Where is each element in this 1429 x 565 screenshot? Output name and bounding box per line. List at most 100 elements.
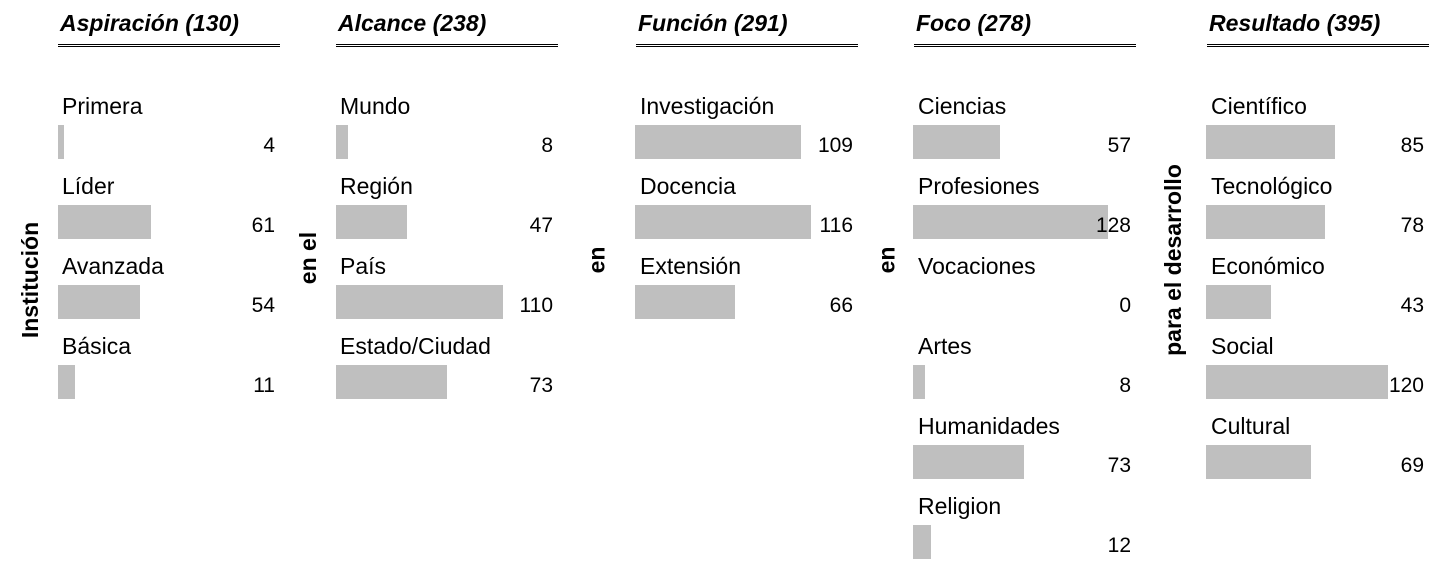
bar [1206, 365, 1389, 399]
connector-label: en [872, 246, 899, 274]
category-label: Estado/Ciudad [340, 333, 491, 359]
connector-label: en el [295, 231, 322, 285]
bar [58, 285, 141, 319]
group-title: Aspiración (130) [58, 8, 280, 47]
value-label: 73 [529, 374, 553, 397]
category-label: Docencia [640, 173, 736, 199]
bar-row: Ciencias 57 [913, 93, 1134, 165]
category-label: Primera [62, 93, 143, 119]
bar-row: Económico 43 [1206, 253, 1427, 325]
value-label: 85 [1400, 134, 1424, 157]
bar-group: Foco (278) Ciencias 57 Profesiones 128 Vocaci… [913, 0, 1136, 565]
group-title: Resultado (395) [1207, 8, 1429, 47]
category-label: Líder [62, 173, 115, 199]
bar [635, 205, 812, 239]
bar-group: Resultado (395) Científico 85 Tecnológico 78… [1206, 0, 1429, 563]
category-label: Vocaciones [918, 253, 1036, 279]
value-label: 110 [519, 294, 553, 317]
value-label: 109 [817, 134, 853, 157]
bar-row: Extensión 66 [635, 253, 856, 325]
bar-row: Artes 8 [913, 333, 1134, 405]
bar [336, 285, 504, 319]
bar-row: Humanidades 73 [913, 413, 1134, 485]
value-label: 43 [1400, 294, 1424, 317]
group-title: Función (291) [636, 8, 858, 47]
bar [58, 365, 75, 399]
bar-row: Estado/Ciudad 73 [336, 333, 556, 405]
value-label: 0 [1119, 294, 1131, 317]
bar-row: Científico 85 [1206, 93, 1427, 165]
bar [635, 285, 736, 319]
value-label: 69 [1400, 454, 1424, 477]
category-label: Investigación [640, 93, 775, 119]
bar-row: Región 47 [336, 173, 556, 245]
category-label: Religion [918, 493, 1002, 519]
bar-row: Religion 12 [913, 493, 1134, 565]
value-label: 4 [263, 134, 275, 157]
bar-row: Tecnológico 78 [1206, 173, 1427, 245]
bar [913, 525, 932, 559]
bar [913, 125, 1000, 159]
category-label: Cultural [1211, 413, 1291, 439]
value-label: 73 [1107, 454, 1131, 477]
value-label: 128 [1095, 214, 1131, 237]
category-label: Mundo [340, 93, 411, 119]
bar [635, 125, 801, 159]
bar [58, 125, 65, 159]
category-label: Humanidades [918, 413, 1060, 439]
bar-row: Profesiones 128 [913, 173, 1134, 245]
group-title: Foco (278) [914, 8, 1136, 47]
bar-row: Avanzada 54 [58, 253, 278, 325]
bar [1206, 125, 1336, 159]
value-label: 78 [1400, 214, 1424, 237]
value-label: 61 [251, 214, 275, 237]
bar-row: Básica 11 [58, 333, 278, 405]
category-label: Social [1211, 333, 1274, 359]
bar-row: Primera 4 [58, 93, 278, 165]
group-title: Alcance (238) [336, 8, 558, 47]
category-label: Ciencias [918, 93, 1007, 119]
bar [1206, 205, 1325, 239]
value-label: 12 [1107, 534, 1131, 557]
bar-row: Investigación 109 [635, 93, 856, 165]
bar [913, 365, 926, 399]
value-label: 120 [1388, 374, 1424, 397]
category-label: Tecnológico [1211, 173, 1333, 199]
category-label: Avanzada [62, 253, 164, 279]
bar-row: Líder 61 [58, 173, 278, 245]
bar-row: Vocaciones 0 [914, 253, 1134, 325]
category-label: País [340, 253, 387, 279]
value-label: 47 [529, 214, 553, 237]
value-label: 11 [253, 374, 275, 397]
value-label: 8 [1119, 374, 1131, 397]
bar [336, 365, 447, 399]
bar-row: Mundo 8 [336, 93, 556, 165]
bar [913, 205, 1108, 239]
value-label: 54 [251, 294, 275, 317]
bar [1206, 285, 1272, 319]
value-label: 57 [1107, 134, 1131, 157]
value-label: 8 [541, 134, 553, 157]
bar-group: Aspiración (130) Primera 4 Líder 61 Avanzada 5… [58, 0, 280, 563]
value-label: 66 [829, 294, 853, 317]
connector-label: Institución [17, 221, 44, 339]
bar [336, 205, 408, 239]
connector-label: para el desarrollo [1159, 164, 1186, 356]
bar-row: Docencia 116 [635, 173, 856, 245]
category-label: Profesiones [918, 173, 1040, 199]
bar-row: Social 120 [1206, 333, 1427, 405]
bar [58, 205, 151, 239]
category-label: Básica [62, 333, 132, 359]
value-label: 116 [819, 214, 853, 237]
category-label: Económico [1211, 253, 1325, 279]
category-label: Artes [918, 333, 972, 359]
connector-label: en [582, 246, 609, 274]
category-label: Científico [1211, 93, 1307, 119]
bar [1206, 445, 1311, 479]
category-label: Extensión [640, 253, 742, 279]
bar [336, 125, 349, 159]
bar-row: País 110 [336, 253, 556, 325]
bar-row: Cultural 69 [1206, 413, 1427, 485]
bar [913, 445, 1024, 479]
bar-group: Alcance (238) Mundo 8 Región 47 País 110 Estado… [336, 0, 558, 563]
